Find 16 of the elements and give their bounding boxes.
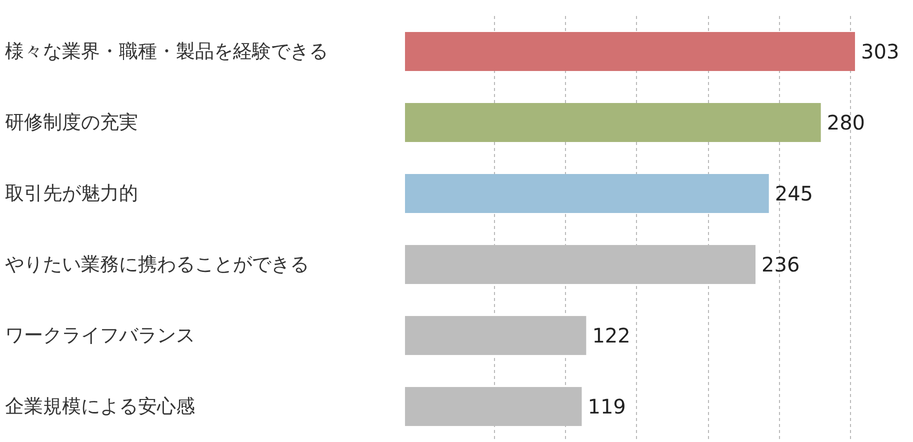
y-tick-label: 研修制度の充実 bbox=[5, 112, 138, 134]
bar bbox=[405, 32, 855, 71]
bar bbox=[405, 174, 769, 213]
bar bbox=[405, 316, 586, 355]
y-tick-label: やりたい業務に携わることができる bbox=[5, 254, 309, 276]
y-tick-label: 取引先が魅力的 bbox=[5, 182, 138, 204]
data-label: 303 bbox=[861, 40, 900, 64]
y-tick-label: 企業規模による安心感 bbox=[5, 396, 195, 418]
data-label: 122 bbox=[592, 324, 630, 348]
bar bbox=[405, 103, 821, 142]
data-label: 119 bbox=[588, 394, 626, 418]
y-tick-label: ワークライフバランス bbox=[5, 324, 195, 346]
data-label: 245 bbox=[774, 182, 814, 206]
data-label: 236 bbox=[761, 252, 800, 276]
y-tick-label: 様々な業界・職種・製品を経験できる bbox=[5, 40, 328, 62]
data-label: 280 bbox=[826, 110, 866, 134]
